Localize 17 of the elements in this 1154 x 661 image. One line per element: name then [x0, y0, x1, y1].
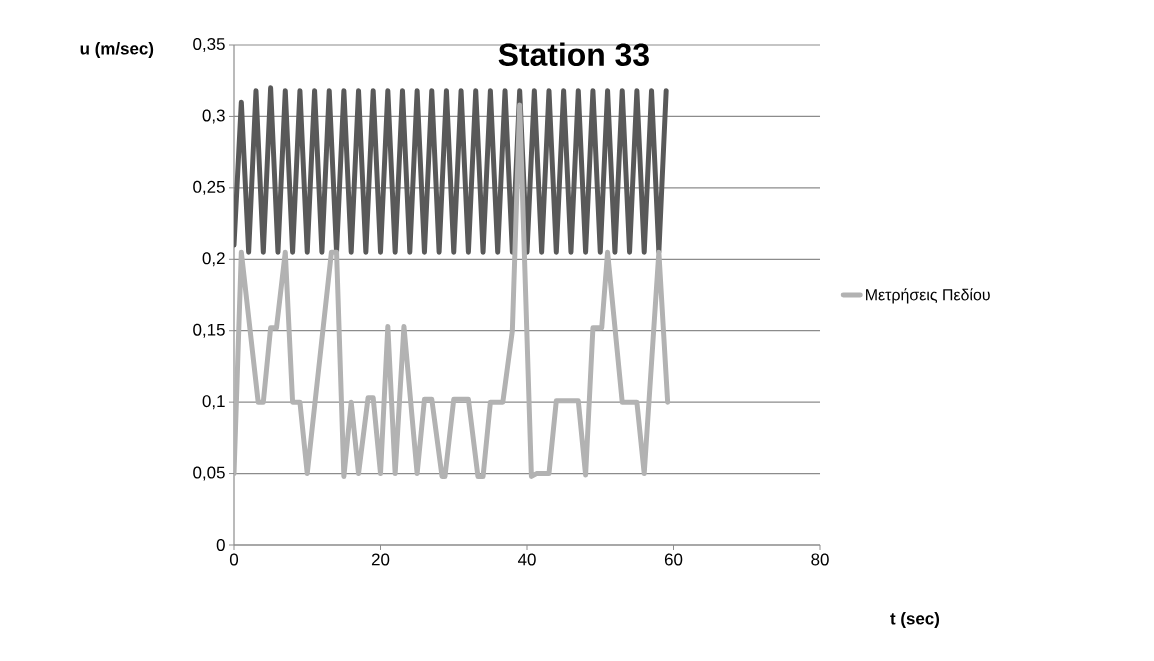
y-tick-label: 0,2	[202, 252, 225, 267]
y-tick-label: 0,25	[193, 180, 225, 195]
legend-label: Μετρήσεις Πεδίου	[866, 288, 990, 304]
y-tick-label: 0,15	[193, 323, 225, 338]
y-tick-label: 0,35	[193, 38, 225, 52]
y-tick-label: 0,1	[202, 395, 225, 410]
y-tick-label: 0,3	[202, 109, 225, 124]
x-tick-label: 60	[664, 553, 683, 566]
y-tick-label: 0	[216, 539, 225, 551]
x-tick-label: 80	[811, 553, 829, 566]
x-tick-label: 20	[371, 553, 390, 566]
chart-title: Station 33	[498, 42, 649, 66]
y-axis-title: u (m/sec)	[80, 42, 154, 58]
y-tick-label: 0,05	[193, 466, 225, 481]
x-tick-label: 40	[517, 553, 536, 566]
x-axis-title: t (sec)	[890, 612, 940, 628]
x-tick-label: 0	[229, 553, 239, 566]
